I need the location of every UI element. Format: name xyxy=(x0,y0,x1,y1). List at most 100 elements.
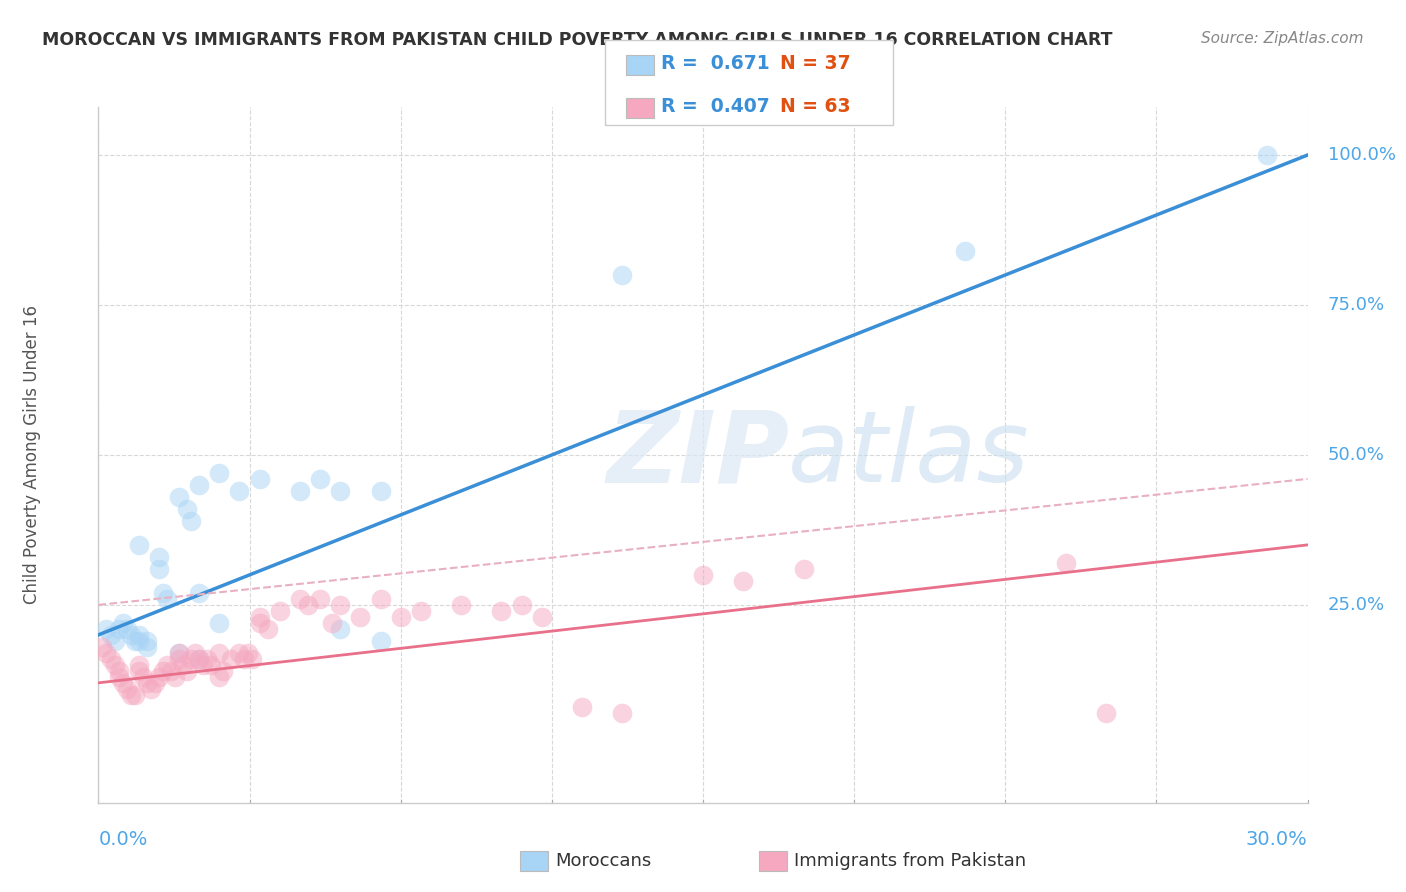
Point xyxy=(321,615,343,630)
Point xyxy=(124,633,146,648)
Point xyxy=(135,676,157,690)
Point xyxy=(167,646,190,660)
Point xyxy=(120,628,142,642)
Text: R =  0.407: R = 0.407 xyxy=(661,96,769,116)
Point xyxy=(370,483,392,498)
Point xyxy=(1054,556,1077,570)
Point xyxy=(152,586,174,600)
Point xyxy=(160,664,183,678)
Point xyxy=(612,268,634,282)
Point xyxy=(208,670,231,684)
Point xyxy=(208,646,231,660)
Text: Immigrants from Pakistan: Immigrants from Pakistan xyxy=(794,852,1026,870)
Point xyxy=(329,598,352,612)
Point xyxy=(107,670,129,684)
Point xyxy=(491,604,513,618)
Point xyxy=(167,490,190,504)
Point xyxy=(370,633,392,648)
Point xyxy=(236,646,259,660)
Text: Moroccans: Moroccans xyxy=(555,852,651,870)
Point xyxy=(148,562,170,576)
Point xyxy=(135,633,157,648)
Text: 25.0%: 25.0% xyxy=(1327,596,1385,614)
Point xyxy=(288,483,311,498)
Text: 50.0%: 50.0% xyxy=(1327,446,1385,464)
Point xyxy=(132,670,155,684)
Text: Child Poverty Among Girls Under 16: Child Poverty Among Girls Under 16 xyxy=(22,305,41,605)
Point xyxy=(180,514,202,528)
Point xyxy=(193,657,215,672)
Text: 75.0%: 75.0% xyxy=(1327,296,1385,314)
Point xyxy=(107,664,129,678)
Point xyxy=(148,549,170,564)
Point xyxy=(156,591,179,606)
Point xyxy=(167,652,190,666)
Point xyxy=(172,657,194,672)
Point xyxy=(249,472,271,486)
Text: 100.0%: 100.0% xyxy=(1327,146,1396,164)
Point xyxy=(370,591,392,606)
Point xyxy=(128,538,150,552)
Point xyxy=(208,466,231,480)
Point xyxy=(221,652,243,666)
Point xyxy=(115,681,138,696)
Text: N = 63: N = 63 xyxy=(780,96,851,116)
Point xyxy=(288,591,311,606)
Point xyxy=(156,657,179,672)
Point xyxy=(91,640,114,654)
Point xyxy=(389,610,412,624)
Point xyxy=(309,591,332,606)
Text: atlas: atlas xyxy=(787,407,1029,503)
Point xyxy=(692,567,714,582)
Point xyxy=(96,622,118,636)
Point xyxy=(571,699,593,714)
Point xyxy=(180,652,202,666)
Point xyxy=(269,604,291,618)
Point xyxy=(111,676,134,690)
Point xyxy=(793,562,815,576)
Point xyxy=(103,633,125,648)
Point xyxy=(128,633,150,648)
Point xyxy=(329,483,352,498)
Point xyxy=(297,598,319,612)
Text: Source: ZipAtlas.com: Source: ZipAtlas.com xyxy=(1201,31,1364,46)
Point xyxy=(256,622,278,636)
Point xyxy=(228,646,250,660)
Point xyxy=(349,610,371,624)
Point xyxy=(208,615,231,630)
Point xyxy=(143,676,166,690)
Point xyxy=(309,472,332,486)
Text: ZIP: ZIP xyxy=(606,407,789,503)
Point xyxy=(953,244,976,258)
Point xyxy=(212,664,235,678)
Text: 30.0%: 30.0% xyxy=(1246,830,1308,849)
Point xyxy=(128,664,150,678)
Point xyxy=(176,502,198,516)
Point xyxy=(530,610,553,624)
Point xyxy=(733,574,755,588)
Point xyxy=(188,478,211,492)
Point xyxy=(111,615,134,630)
Point xyxy=(329,622,352,636)
Point xyxy=(120,688,142,702)
Point xyxy=(510,598,533,612)
Point xyxy=(249,615,271,630)
Point xyxy=(163,670,186,684)
Text: N = 37: N = 37 xyxy=(780,54,851,73)
Point xyxy=(100,628,122,642)
Point xyxy=(100,652,122,666)
Text: R =  0.671: R = 0.671 xyxy=(661,54,769,73)
Point xyxy=(135,640,157,654)
Point xyxy=(1256,148,1278,162)
Point xyxy=(249,610,271,624)
Point xyxy=(188,586,211,600)
Point xyxy=(188,652,211,666)
Point xyxy=(232,652,254,666)
Point xyxy=(148,670,170,684)
Point xyxy=(188,652,211,666)
Point xyxy=(195,652,218,666)
Point xyxy=(228,483,250,498)
Point xyxy=(124,688,146,702)
Point xyxy=(612,706,634,720)
Point xyxy=(167,646,190,660)
